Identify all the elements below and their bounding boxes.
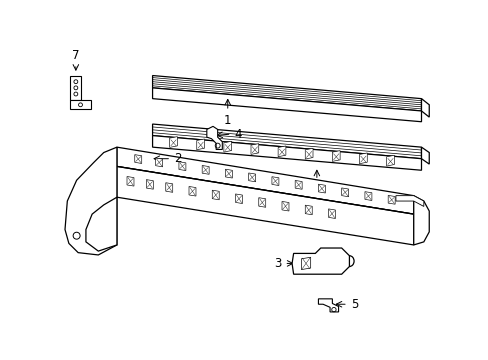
Polygon shape [86,197,117,251]
Polygon shape [70,100,90,109]
Polygon shape [235,194,242,203]
Polygon shape [152,136,421,170]
Polygon shape [364,192,371,201]
Polygon shape [387,195,394,204]
Polygon shape [341,188,348,197]
Polygon shape [301,257,310,270]
Text: 1: 1 [224,114,231,127]
Polygon shape [318,299,338,312]
Polygon shape [127,176,134,186]
Polygon shape [395,195,423,206]
Polygon shape [271,177,278,185]
Polygon shape [225,169,232,178]
Polygon shape [328,209,335,219]
Polygon shape [318,184,325,193]
Polygon shape [359,153,366,164]
Text: 3: 3 [273,257,281,270]
Polygon shape [196,139,204,150]
Text: 6: 6 [312,183,320,195]
Polygon shape [169,137,177,147]
Text: 4: 4 [234,127,242,140]
Polygon shape [258,198,265,207]
Polygon shape [248,173,255,182]
Polygon shape [152,124,421,159]
Polygon shape [165,183,172,192]
Polygon shape [305,205,311,215]
Polygon shape [152,88,421,122]
Polygon shape [189,186,196,196]
Polygon shape [278,146,285,157]
Polygon shape [179,162,185,171]
Polygon shape [386,155,393,166]
Polygon shape [291,248,349,274]
Text: 5: 5 [350,298,358,311]
Polygon shape [413,195,428,245]
Polygon shape [295,180,302,189]
Text: 7: 7 [72,49,80,62]
Polygon shape [206,126,222,149]
Polygon shape [117,166,413,245]
Polygon shape [65,147,117,255]
Polygon shape [117,147,413,214]
Polygon shape [305,148,312,159]
Polygon shape [421,147,428,164]
Polygon shape [152,76,421,111]
Polygon shape [155,158,163,167]
Polygon shape [332,150,340,161]
Polygon shape [212,190,219,200]
Polygon shape [282,201,288,211]
Polygon shape [421,99,428,117]
Polygon shape [250,144,258,154]
Polygon shape [146,180,153,189]
Polygon shape [224,141,231,152]
Polygon shape [70,76,81,100]
Text: 2: 2 [174,152,182,165]
Polygon shape [135,155,142,163]
Polygon shape [202,166,209,174]
